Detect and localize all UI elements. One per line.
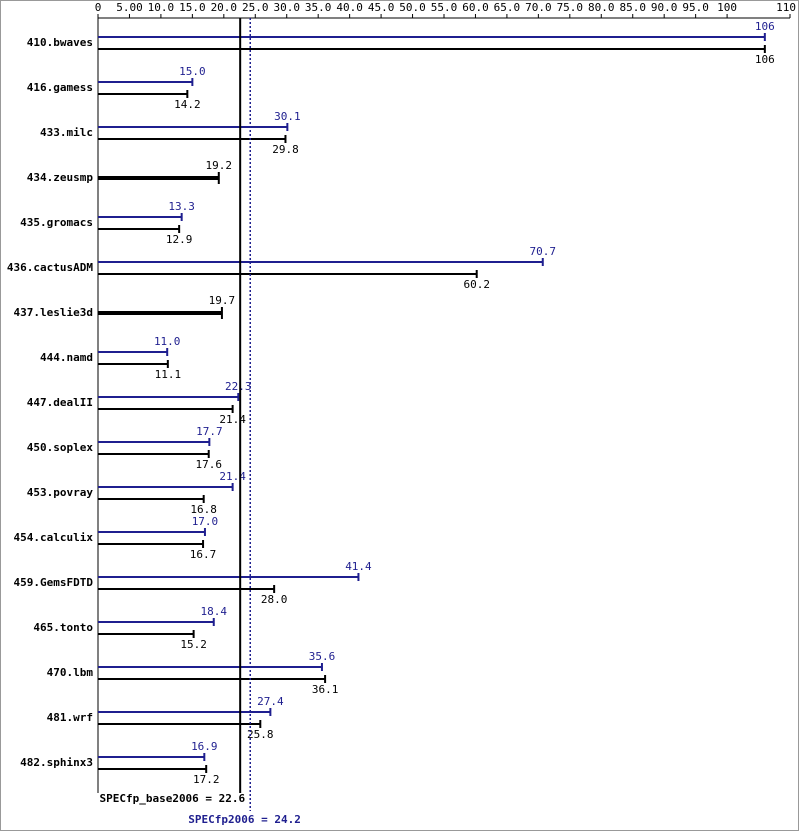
category-label: 434.zeusmp (27, 171, 94, 184)
value-label: 15.0 (179, 65, 206, 78)
x-tick-label: 45.0 (368, 1, 395, 14)
x-tick-label: 0 (95, 1, 102, 14)
value-label: 106 (755, 20, 775, 33)
x-tick-label: 80.0 (588, 1, 615, 14)
value-label: 11.1 (155, 368, 182, 381)
x-tick-label: 65.0 (494, 1, 521, 14)
reference-label: SPECfp2006 = 24.2 (188, 813, 301, 826)
value-label: 16.9 (191, 740, 218, 753)
x-tick-label: 20.0 (211, 1, 238, 14)
category-label: 433.milc (40, 126, 93, 139)
x-tick-label: 25.0 (242, 1, 269, 14)
x-tick-label: 110 (776, 1, 796, 14)
x-tick-label: 50.0 (399, 1, 426, 14)
category-label: 447.dealII (27, 396, 93, 409)
value-label: 29.8 (272, 143, 299, 156)
value-label: 16.7 (190, 548, 217, 561)
x-tick-label: 10.0 (148, 1, 175, 14)
x-tick-label: 100 (717, 1, 737, 14)
x-tick-label: 95.0 (682, 1, 709, 14)
category-label: 465.tonto (33, 621, 93, 634)
value-label: 17.6 (195, 458, 222, 471)
category-label: 481.wrf (47, 711, 93, 724)
value-label: 27.4 (257, 695, 284, 708)
x-tick-label: 5.00 (116, 1, 143, 14)
value-label: 14.2 (174, 98, 201, 111)
value-label: 17.2 (193, 773, 220, 786)
value-label: 35.6 (309, 650, 336, 663)
value-label: 19.7 (209, 294, 236, 307)
value-label: 25.8 (247, 728, 274, 741)
category-label: 459.GemsFDTD (14, 576, 94, 589)
value-label: 12.9 (166, 233, 193, 246)
category-label: 435.gromacs (20, 216, 93, 229)
x-tick-label: 90.0 (651, 1, 678, 14)
reference-label: SPECfp_base2006 = 22.6 (99, 792, 245, 805)
x-tick-label: 15.0 (179, 1, 206, 14)
x-tick-label: 75.0 (557, 1, 584, 14)
category-label: 437.leslie3d (14, 306, 93, 319)
x-tick-label: 40.0 (336, 1, 363, 14)
value-label: 21.4 (219, 470, 246, 483)
category-label: 410.bwaves (27, 36, 93, 49)
value-label: 16.8 (190, 503, 217, 516)
value-label: 15.2 (180, 638, 207, 651)
x-tick-label: 55.0 (431, 1, 458, 14)
x-tick-label: 70.0 (525, 1, 552, 14)
category-label: 436.cactusADM (7, 261, 93, 274)
x-tick-label: 60.0 (462, 1, 489, 14)
category-label: 454.calculix (14, 531, 94, 544)
value-label: 60.2 (463, 278, 490, 291)
value-label: 70.7 (530, 245, 557, 258)
category-label: 453.povray (27, 486, 94, 499)
x-tick-label: 35.0 (305, 1, 332, 14)
value-label: 28.0 (261, 593, 288, 606)
value-label: 30.1 (274, 110, 301, 123)
value-label: 19.2 (206, 159, 233, 172)
category-label: 444.namd (40, 351, 93, 364)
category-label: 470.lbm (47, 666, 94, 679)
value-label: 41.4 (345, 560, 372, 573)
x-tick-label: 30.0 (273, 1, 300, 14)
category-label: 416.gamess (27, 81, 93, 94)
value-label: 13.3 (168, 200, 195, 213)
value-label: 17.0 (192, 515, 219, 528)
value-label: 18.4 (201, 605, 228, 618)
category-label: 482.sphinx3 (20, 756, 93, 769)
value-label: 106 (755, 53, 775, 66)
category-label: 450.soplex (27, 441, 94, 454)
value-label: 36.1 (312, 683, 339, 696)
value-label: 22.3 (225, 380, 252, 393)
value-label: 17.7 (196, 425, 223, 438)
value-label: 11.0 (154, 335, 181, 348)
x-tick-label: 85.0 (619, 1, 646, 14)
value-label: 21.4 (219, 413, 246, 426)
